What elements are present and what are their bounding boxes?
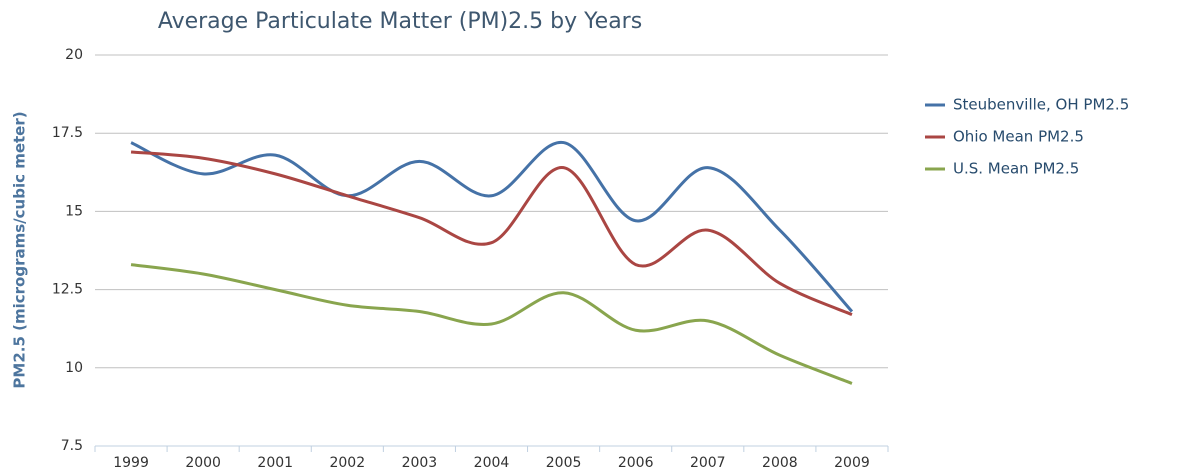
y-tick-label: 20 [65, 47, 83, 63]
y-tick-label: 17.5 [52, 125, 83, 141]
x-tick-label: 2009 [834, 455, 870, 470]
x-tick-label: 2006 [618, 455, 654, 470]
chart-title: Average Particulate Matter (PM)2.5 by Ye… [158, 9, 642, 34]
x-tick-label: 2005 [546, 455, 582, 470]
x-tick-label: 2000 [185, 455, 221, 470]
legend-label: U.S. Mean PM2.5 [953, 160, 1079, 178]
y-tick-label: 12.5 [52, 282, 83, 298]
legend-label: Ohio Mean PM2.5 [953, 128, 1084, 146]
x-tick-label: 2007 [690, 455, 726, 470]
y-tick-label: 15 [65, 203, 83, 219]
x-tick-label: 2004 [474, 455, 510, 470]
y-tick-label: 10 [65, 360, 83, 376]
y-tick-label: 7.5 [61, 438, 83, 454]
x-tick-label: 1999 [113, 455, 149, 470]
x-tick-label: 2002 [329, 455, 365, 470]
line-series [130, 141, 854, 313]
x-tick-label: 2003 [402, 455, 438, 470]
y-axis-title: PM2.5 (micrograms/cubic meter) [11, 111, 29, 388]
line-series [130, 150, 853, 317]
legend-label: Steubenville, OH PM2.5 [953, 96, 1129, 114]
x-tick-label: 2008 [762, 455, 798, 470]
line-series [130, 263, 853, 385]
x-tick-label: 2001 [257, 455, 293, 470]
